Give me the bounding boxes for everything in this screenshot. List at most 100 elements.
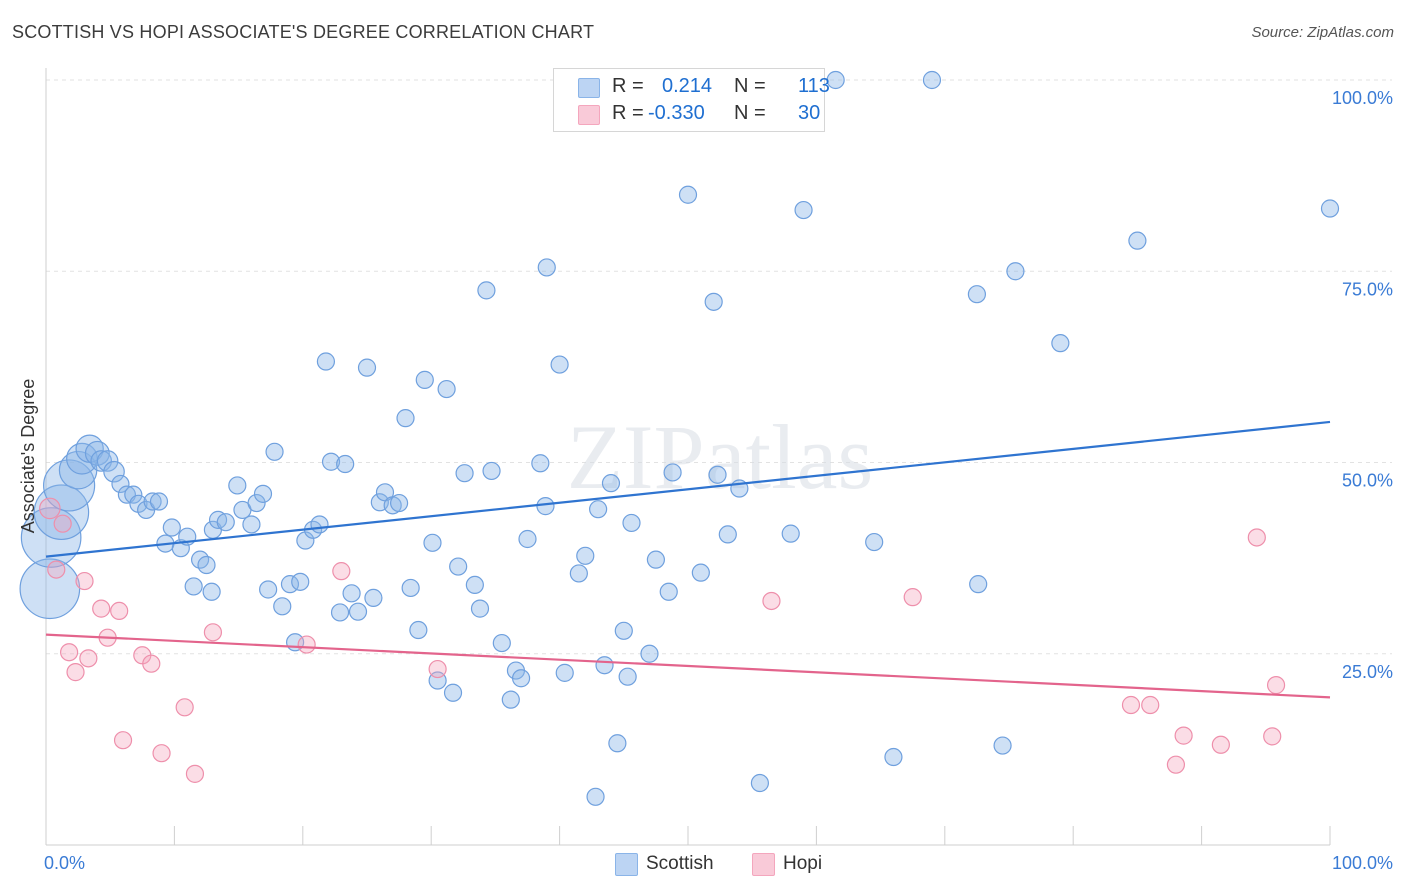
grid-lines xyxy=(46,79,1392,655)
data-point xyxy=(111,474,130,494)
data-point xyxy=(663,463,682,482)
data-point xyxy=(401,578,420,598)
data-point xyxy=(511,669,531,688)
data-point xyxy=(470,599,490,618)
y-tick-label: 50.0% xyxy=(1342,471,1393,491)
data-point xyxy=(415,370,434,389)
data-point xyxy=(162,518,181,537)
data-point xyxy=(60,643,79,662)
data-point xyxy=(409,620,428,640)
data-point xyxy=(1141,695,1160,715)
data-point xyxy=(1166,755,1186,774)
data-point xyxy=(501,690,520,709)
data-point xyxy=(678,185,698,204)
scottish-swatch xyxy=(578,78,600,98)
data-point xyxy=(423,533,442,552)
data-point xyxy=(364,588,383,608)
data-point xyxy=(342,584,361,603)
data-point xyxy=(203,623,223,642)
data-point xyxy=(550,355,569,374)
data-point xyxy=(718,525,737,544)
data-point xyxy=(110,601,129,621)
scottish-points xyxy=(19,70,1340,806)
data-point xyxy=(253,484,273,503)
data-point xyxy=(216,513,235,532)
r-label: R = xyxy=(612,102,644,124)
data-point xyxy=(762,591,781,611)
data-point xyxy=(39,497,61,520)
data-point xyxy=(197,555,216,575)
hopi-points xyxy=(39,497,1286,783)
r-value: 0.214 xyxy=(662,75,713,97)
data-point xyxy=(691,563,710,582)
trend-lines xyxy=(45,420,1331,699)
scottish-swatch xyxy=(615,853,638,876)
data-point xyxy=(332,562,351,581)
data-point xyxy=(316,352,336,371)
data-point xyxy=(865,532,884,552)
data-point xyxy=(1128,231,1147,250)
source-label: Source: ZipAtlas.com xyxy=(1251,24,1394,41)
x-tick-label: 100.0% xyxy=(1332,853,1393,873)
correlation-legend: R = 0.214 N = 113 R = -0.330 N = 30 xyxy=(553,68,830,132)
tick-labels: 100.0% 75.0% 50.0% 25.0% 0.0% 100.0% Associate… xyxy=(18,88,1393,873)
data-point xyxy=(569,564,588,583)
data-point xyxy=(640,644,659,663)
data-point xyxy=(750,773,770,793)
data-point xyxy=(75,571,94,591)
axes xyxy=(45,68,1331,846)
data-point xyxy=(259,580,278,599)
data-point xyxy=(184,577,203,596)
legend-label: Scottish xyxy=(646,853,714,874)
data-point xyxy=(1006,262,1025,281)
data-point xyxy=(1320,199,1340,218)
data-point xyxy=(113,731,133,750)
data-point xyxy=(922,70,942,90)
watermark: ZIPatlas xyxy=(567,406,874,508)
data-point xyxy=(622,513,641,533)
n-value: 30 xyxy=(798,102,821,124)
data-point xyxy=(53,514,72,533)
scottish-trend-line xyxy=(45,420,1331,558)
data-point xyxy=(175,698,194,717)
data-point xyxy=(273,597,292,616)
data-point xyxy=(618,667,637,686)
data-point xyxy=(1247,528,1266,547)
hopi-trend-line xyxy=(45,633,1331,699)
data-point xyxy=(202,582,221,601)
data-point xyxy=(92,599,111,618)
data-point xyxy=(614,621,633,640)
data-point xyxy=(708,465,727,484)
data-point xyxy=(291,572,310,591)
data-point xyxy=(589,500,608,519)
data-point xyxy=(826,70,845,90)
data-point xyxy=(969,575,988,594)
data-point xyxy=(555,663,574,682)
data-point xyxy=(443,683,463,702)
data-point xyxy=(96,450,119,472)
data-point xyxy=(265,442,284,461)
data-point xyxy=(124,485,143,504)
data-point xyxy=(1266,676,1286,695)
data-point xyxy=(390,493,409,513)
data-point xyxy=(646,550,666,569)
y-tick-label: 100.0% xyxy=(1332,88,1393,108)
data-point xyxy=(794,200,813,220)
data-point xyxy=(1121,695,1141,715)
data-point xyxy=(103,460,125,483)
data-point xyxy=(152,744,171,763)
data-point xyxy=(903,588,922,607)
legend-label: Hopi xyxy=(783,853,823,874)
data-point xyxy=(536,497,555,516)
data-point xyxy=(1174,726,1193,745)
data-point xyxy=(142,654,161,673)
data-point xyxy=(247,493,266,513)
data-point xyxy=(781,524,800,543)
hopi-swatch xyxy=(752,853,775,876)
y-axis-label: Associate's Degree xyxy=(18,379,38,534)
data-point xyxy=(66,663,85,682)
data-point xyxy=(185,764,205,783)
data-point xyxy=(993,736,1012,755)
n-label: N = xyxy=(734,75,766,97)
